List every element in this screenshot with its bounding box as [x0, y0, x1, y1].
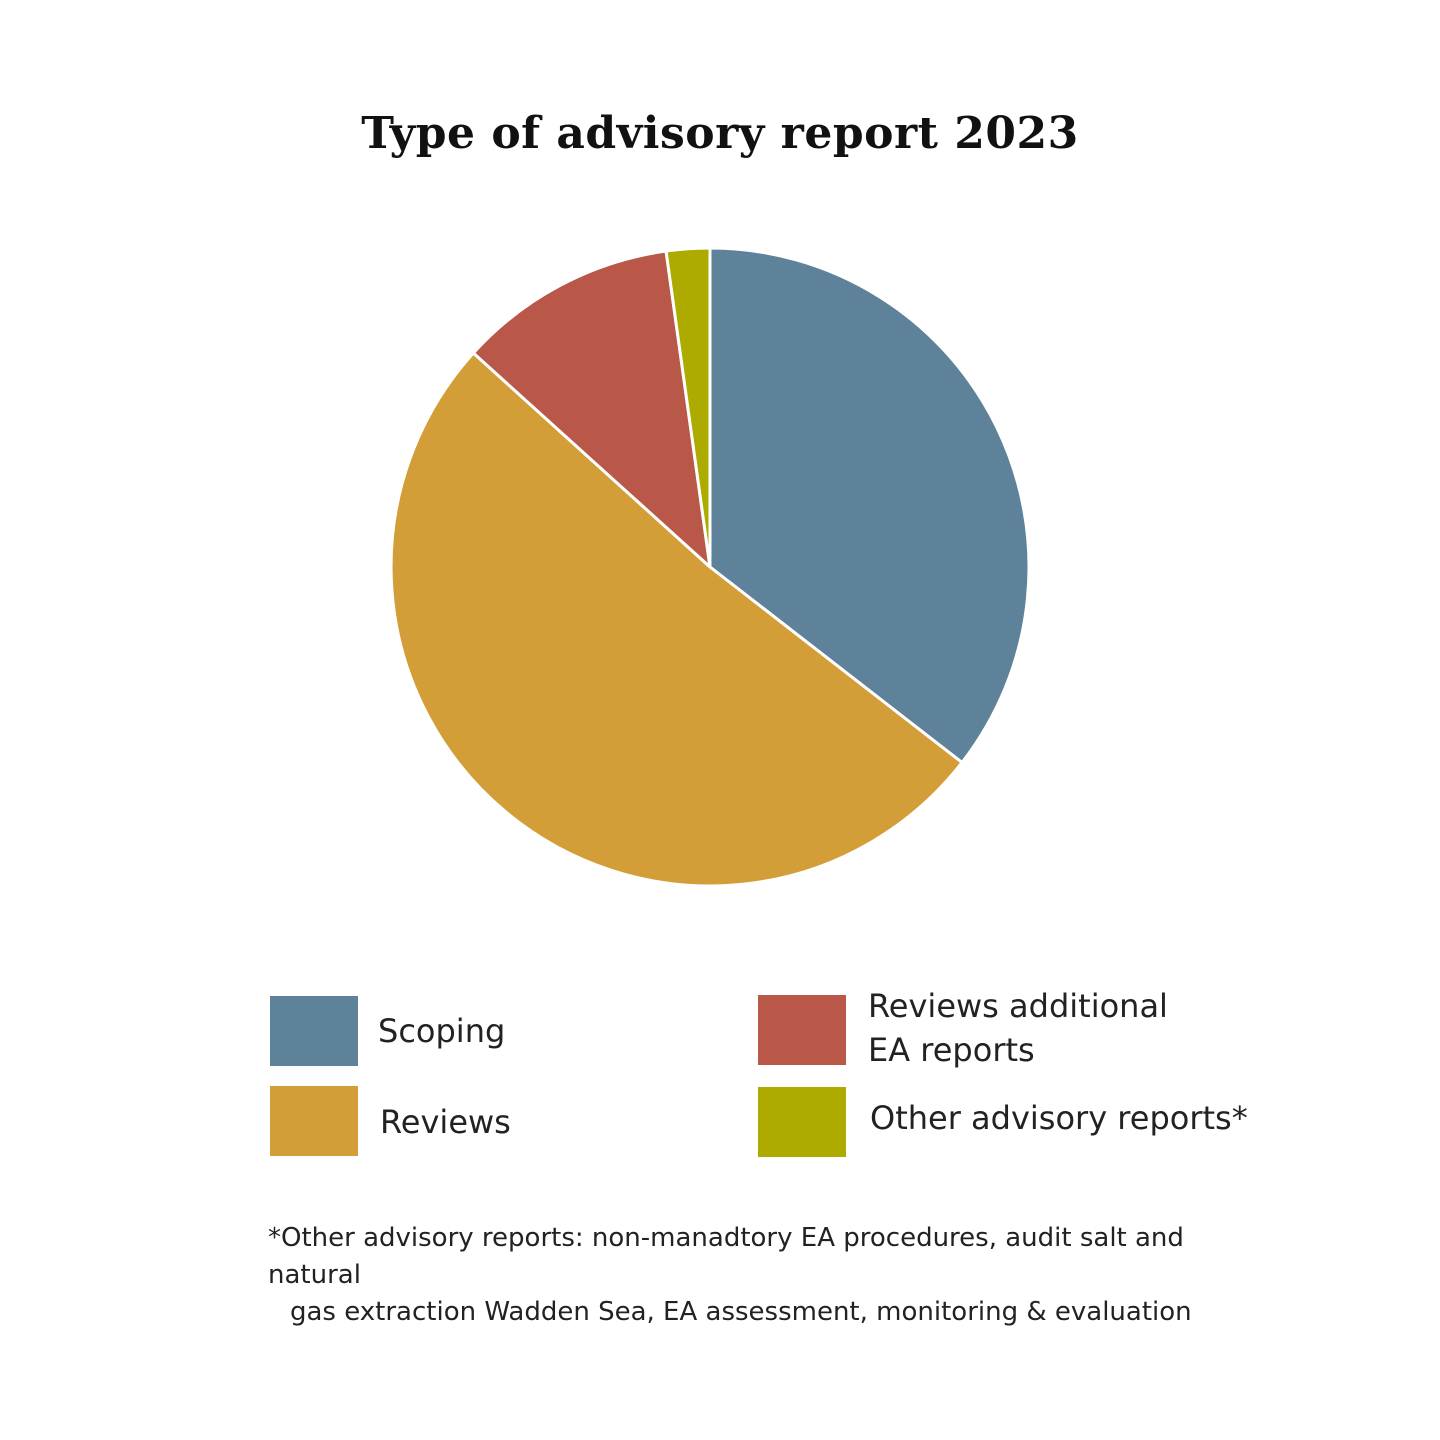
legend-swatch-scoping [270, 996, 358, 1066]
legend-label-scoping: Scoping [378, 1012, 506, 1050]
legend-label-reviews-additional-ea-reports: Reviews additional EA reports [868, 987, 1168, 1069]
pie-slice-other-advisory-reports [664, 246, 712, 569]
legend-label-reviews: Reviews [380, 1103, 511, 1141]
footnote: *Other advisory reports: non-manadtory E… [268, 1220, 1248, 1331]
chart-title: Type of advisory report 2023 [361, 108, 1079, 159]
legend-swatch-reviews [270, 1086, 358, 1156]
pie-slice-scoping [708, 246, 1031, 765]
pie-slice-reviews-additional-ea-reports [471, 249, 712, 569]
pie-slice-reviews [389, 351, 964, 888]
legend-swatch-reviews-additional-ea-reports [758, 995, 846, 1065]
footnote-line-1: *Other advisory reports: non-manadtory E… [268, 1223, 1184, 1290]
footnote-line-2: gas extraction Wadden Sea, EA assessment… [290, 1297, 1192, 1327]
legend-swatch-other-advisory-reports [758, 1087, 846, 1157]
legend-label-other-advisory-reports: Other advisory reports* [870, 1099, 1248, 1137]
